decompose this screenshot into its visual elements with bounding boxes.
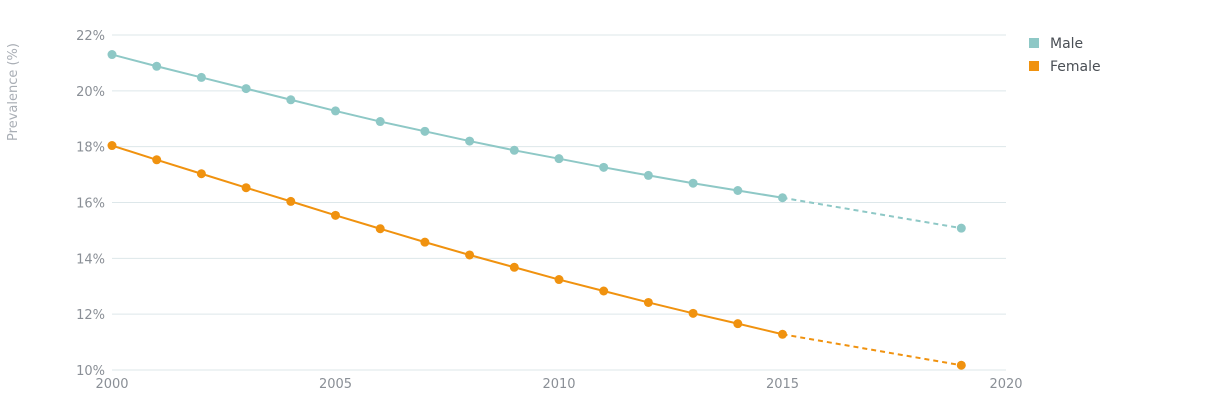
male-data-point: [420, 126, 430, 136]
gridlines: [112, 34, 1006, 371]
male-data-point: [465, 136, 475, 146]
female-data-point: [509, 262, 519, 272]
male-data-point: [286, 95, 296, 105]
series: [107, 50, 966, 370]
female-data-point: [196, 169, 206, 179]
female-projection-line: [782, 333, 962, 367]
y-tick-label: 16%: [76, 197, 105, 212]
female-data-point: [599, 286, 609, 296]
male-data-point: [643, 170, 653, 180]
male-data-point: [331, 106, 340, 116]
male-data-point: [599, 162, 609, 172]
male-data-point: [733, 185, 743, 195]
female-data-point: [286, 196, 296, 206]
male-data-point: [241, 84, 251, 94]
female-data-point: [554, 275, 564, 285]
female-data-point: [107, 141, 117, 151]
y-tick-label: 20%: [76, 85, 105, 100]
x-tick-label: 2020: [989, 377, 1022, 392]
female-legend-label: Female: [1050, 59, 1101, 75]
y-tick-label: 22%: [76, 29, 105, 44]
male-data-point: [688, 178, 698, 188]
x-tick-label: 2000: [95, 377, 128, 392]
female-projection-point: [956, 360, 966, 370]
female-data-point: [241, 183, 251, 193]
y-tick-label: 10%: [76, 364, 105, 379]
female-data-point: [733, 319, 743, 329]
female-data-point: [643, 297, 653, 307]
x-tick-label: 2015: [766, 377, 799, 392]
male-projection-point: [956, 223, 966, 233]
male-data-point: [107, 50, 117, 60]
y-axis-title: Prevalence (%): [6, 43, 21, 141]
male-data-point: [375, 117, 385, 127]
male-series-line: [111, 53, 783, 199]
female-data-point: [778, 329, 787, 339]
y-tick-label: 18%: [76, 141, 105, 156]
male-data-point: [509, 145, 519, 155]
male-data-point: [778, 193, 787, 203]
female-data-point: [688, 308, 698, 318]
y-axis: 10% 12% 14% 16% 18% 20% 22%: [76, 29, 105, 379]
male-legend-label: Male: [1050, 36, 1083, 52]
male-projection-line: [782, 196, 962, 230]
female-data-point: [375, 224, 385, 234]
y-tick-label: 14%: [76, 252, 105, 267]
male-data-point: [554, 154, 564, 164]
male-legend-swatch: [1029, 38, 1039, 48]
x-tick-label: 2010: [542, 377, 575, 392]
female-data-point: [420, 237, 430, 247]
female-data-point: [465, 250, 475, 260]
female-data-point: [152, 155, 162, 165]
legend: Male Female: [1029, 36, 1101, 75]
female-legend-swatch: [1029, 61, 1039, 71]
y-tick-label: 12%: [76, 308, 105, 323]
female-data-point: [331, 210, 340, 220]
female-series-line: [111, 144, 783, 336]
male-data-point: [152, 61, 162, 71]
x-tick-label: 2005: [319, 377, 352, 392]
male-data-point: [196, 72, 206, 82]
x-axis: 2000 2005 2010 2015 2020: [95, 377, 1022, 392]
